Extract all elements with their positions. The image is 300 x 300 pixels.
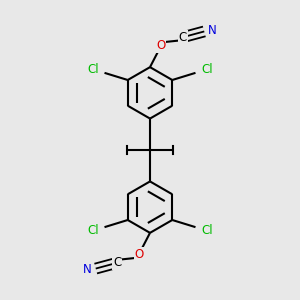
Text: O: O <box>156 39 165 52</box>
Text: Cl: Cl <box>201 64 213 76</box>
Text: N: N <box>83 263 92 276</box>
Text: Cl: Cl <box>201 224 213 236</box>
Text: O: O <box>135 248 144 261</box>
Text: Cl: Cl <box>87 64 99 76</box>
Text: N: N <box>208 24 217 37</box>
Text: C: C <box>113 256 121 269</box>
Text: C: C <box>179 31 187 44</box>
Text: Cl: Cl <box>87 224 99 236</box>
